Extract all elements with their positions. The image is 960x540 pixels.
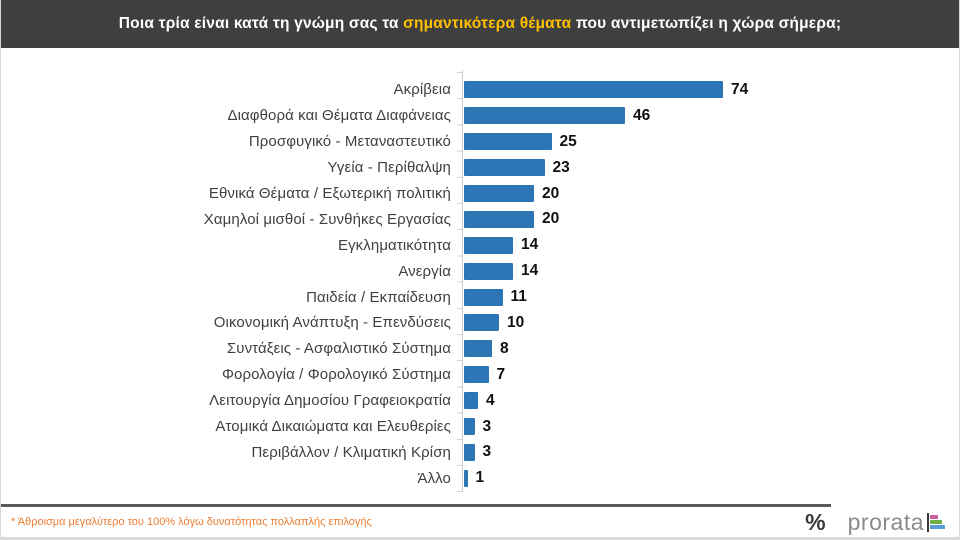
question-title-before: Ποια τρία είναι κατά τη γνώμη σας τα — [118, 15, 404, 32]
footer-divider — [1, 504, 831, 507]
chart-row: Χαμηλοί μισθοί - Συνθήκες Εργασίας 20 — [1, 206, 959, 232]
bar — [464, 288, 503, 306]
chart-row: Ακρίβεια 74 — [1, 77, 959, 103]
bar — [464, 314, 499, 332]
value-label: 1 — [475, 469, 485, 487]
chart-row: Παιδεία / Εκπαίδευση 11 — [1, 284, 959, 310]
category-label: Συντάξεις - Ασφαλιστικό Σύστημα — [226, 340, 451, 358]
axis-line — [462, 70, 463, 492]
category-label: Χαμηλοί μισθοί - Συνθήκες Εργασίας — [203, 210, 451, 228]
category-label: Φορολογία / Φορολογικό Σύστημα — [221, 366, 451, 384]
logo-wordmark: prorata — [848, 509, 945, 536]
value-label: 46 — [633, 106, 651, 124]
category-label: Περιβάλλον / Κλιματική Κρίση — [251, 443, 451, 461]
category-label: Άλλο — [417, 469, 451, 487]
bar — [464, 107, 625, 125]
value-label: 3 — [482, 417, 492, 435]
bar — [464, 159, 545, 177]
value-label: 14 — [521, 262, 539, 280]
chart-row: Συντάξεις - Ασφαλιστικό Σύστημα 8 — [1, 336, 959, 362]
chart-card: Ακρίβεια 74 Διαφθορά και Θέματα Διαφάνειας… — [1, 48, 959, 504]
bar — [464, 443, 475, 461]
mini-barchart-icon — [927, 512, 945, 532]
bar — [464, 81, 723, 99]
chart-row: Λειτουργία Δημοσίου Γραφειοκρατία 4 — [1, 388, 959, 414]
chart-row: Φορολογία / Φορολογικό Σύστημα 7 — [1, 362, 959, 388]
bar — [464, 418, 475, 436]
value-label: 3 — [482, 443, 492, 461]
bar — [464, 210, 534, 228]
chart-row: Περιβάλλον / Κλιματική Κρίση 3 — [1, 439, 959, 465]
chart-row: Άλλο 1 — [1, 465, 959, 491]
category-label: Εγκληματικότητα — [337, 236, 451, 254]
value-label: 25 — [559, 132, 577, 150]
category-label: Ακρίβεια — [393, 81, 451, 99]
chart-row: Προσφυγικό - Μεταναστευτικό 25 — [1, 129, 959, 155]
value-label: 10 — [507, 313, 525, 331]
bar — [464, 340, 492, 358]
category-label: Προσφυγικό - Μεταναστευτικό — [248, 133, 451, 151]
chart-row: Διαφθορά και Θέματα Διαφάνειας 46 — [1, 103, 959, 129]
mini-barchart-bars — [929, 513, 945, 532]
bar — [464, 236, 513, 254]
footer: * Άθροισμα μεγαλύτερο του 100% λόγω δυνα… — [1, 507, 959, 537]
question-title-after: που αντιμετωπίζει η χώρα σήμερα; — [571, 15, 842, 32]
chart-row: Οικονομική Ανάπτυξη - Επενδύσεις 10 — [1, 310, 959, 336]
bar — [464, 262, 513, 280]
value-label: 74 — [731, 80, 749, 98]
chart-row: Εθνικά Θέματα / Εξωτερική πολιτική 20 — [1, 181, 959, 207]
prorata-logo: % prorata — [805, 509, 945, 536]
logo-text: prorata — [847, 508, 924, 535]
chart-row: Εγκληματικότητα 14 — [1, 232, 959, 258]
value-label: 23 — [552, 158, 570, 176]
category-label: Παιδεία / Εκπαίδευση — [306, 288, 451, 306]
mini-bar-pink — [930, 515, 938, 519]
value-label: 14 — [521, 236, 539, 254]
value-label: 8 — [500, 339, 509, 357]
chart-row: Υγεία - Περίθαλψη 23 — [1, 155, 959, 181]
footnote: * Άθροισμα μεγαλύτερο του 100% λόγω δυνα… — [11, 516, 372, 528]
bar-chart: Ακρίβεια 74 Διαφθορά και Θέματα Διαφάνειας… — [1, 77, 959, 491]
axis-ticks — [457, 72, 462, 492]
category-label: Ανεργία — [398, 262, 451, 280]
mini-barchart-axis — [927, 512, 929, 532]
chart-row: Ανεργία 14 — [1, 258, 959, 284]
percent-icon: % — [805, 508, 826, 535]
bar — [464, 469, 468, 487]
value-label: 4 — [486, 391, 495, 409]
value-label: 11 — [510, 288, 527, 306]
mini-bar-green — [930, 520, 942, 524]
category-label: Λειτουργία Δημοσίου Γραφειοκρατία — [209, 392, 451, 410]
bar — [464, 185, 534, 202]
chart-row: Ατομικά Δικαιώματα και Ελευθερίες 3 — [1, 414, 959, 440]
category-label: Εθνικά Θέματα / Εξωτερική πολιτική — [208, 185, 451, 202]
category-label: Ατομικά Δικαιώματα και Ελευθερίες — [215, 418, 451, 436]
value-label: 20 — [542, 184, 560, 202]
category-label: Οικονομική Ανάπτυξη - Επενδύσεις — [213, 314, 451, 332]
question-title-highlight: σημαντικότερα θέματα — [403, 15, 572, 32]
category-label: Διαφθορά και Θέματα Διαφάνειας — [227, 107, 451, 125]
value-label: 7 — [496, 365, 506, 383]
question-title: Ποια τρία είναι κατά τη γνώμη σας τα σημ… — [119, 15, 841, 33]
bar — [464, 133, 552, 151]
question-header: Ποια τρία είναι κατά τη γνώμη σας τα σημ… — [1, 0, 959, 48]
value-label: 20 — [542, 210, 560, 228]
bar — [464, 366, 489, 384]
bar — [464, 392, 478, 410]
mini-bar-blue — [930, 525, 945, 529]
category-label: Υγεία - Περίθαλψη — [327, 159, 451, 177]
